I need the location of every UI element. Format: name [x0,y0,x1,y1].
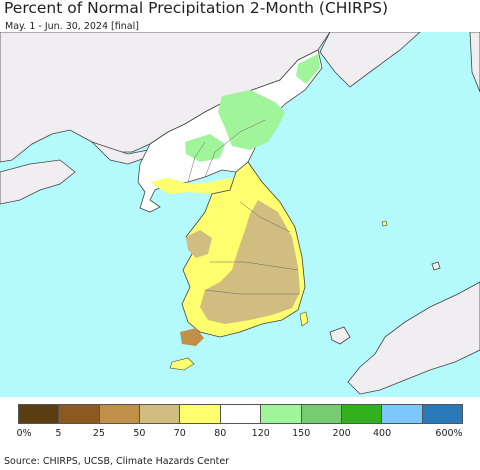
jeju-island [169,357,195,371]
legend-tick-label: 25 [92,428,105,439]
legend-swatch [19,405,60,423]
legend-swatch [140,405,181,423]
legend-swatch [99,405,141,423]
color-legend [18,404,463,424]
sakhalin-edge [469,32,480,93]
nk-dry-south [150,178,240,194]
nk-wet-central [185,134,225,162]
legend-tick-label: 0% [16,428,32,439]
legend-swatch [220,405,262,423]
japan-land [347,281,480,395]
map-subtitle: May. 1 - Jun. 30, 2024 [final] [5,21,139,32]
legend-swatch [301,405,342,423]
legend-tick-label: 5 [55,428,62,439]
sk-very-dry [180,328,204,346]
legend-tick-label: 70 [173,428,186,439]
legend-swatch [261,405,302,423]
precipitation-map [0,32,480,397]
nk-wet-east [218,90,285,150]
legend-tick-label: 80 [214,428,227,439]
legend-tick-label: 400 [373,428,392,439]
legend-tick-label: 200 [332,428,351,439]
sk-dry-core [200,200,300,324]
shandong-peninsula [0,159,76,205]
legend-swatch [59,405,100,423]
legend-tick-label: 150 [292,428,311,439]
legend-swatch [382,405,423,423]
japan-island [329,326,351,345]
legend-ticks: 0% 5 25 50 70 80 120 150 200 400 600% [0,428,480,442]
source-text: Source: CHIRPS, UCSB, Climate Hazards Ce… [4,456,230,467]
ulleung-island [381,220,388,227]
legend-swatch [422,405,462,423]
legend-tick-label: 50 [133,428,146,439]
russia-land [319,32,421,88]
legend-tick-label: 600% [435,428,463,439]
legend-swatch [180,405,221,423]
province-borders [187,119,300,295]
japan-small-island [431,261,441,271]
legend-swatch [341,405,383,423]
sk-dry-west [186,230,212,258]
nk-wet-northeast [296,54,320,84]
tsushima-island [299,311,309,327]
map-title: Percent of Normal Precipitation 2-Month … [4,0,388,17]
legend-tick-label: 120 [251,428,270,439]
